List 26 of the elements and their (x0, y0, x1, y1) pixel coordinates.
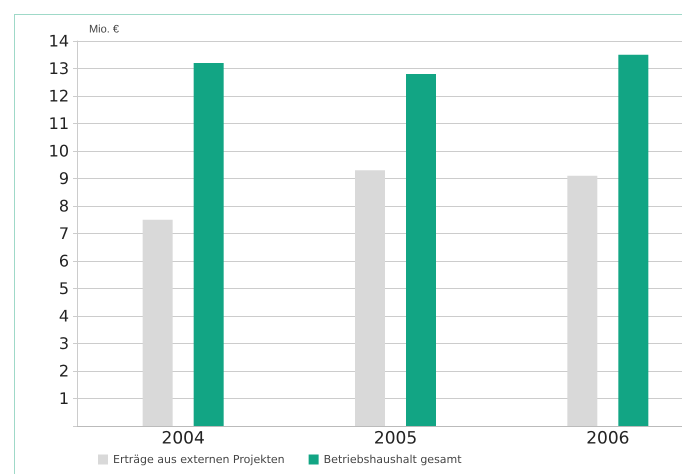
bar (618, 54, 648, 426)
bar (406, 74, 436, 426)
y-tick-label: 10 (48, 142, 69, 160)
bar (355, 170, 385, 426)
y-axis-title: Mio. € (89, 24, 119, 36)
y-tick-label: 6 (58, 252, 69, 270)
y-tick-label: 13 (48, 59, 69, 78)
y-tick-label: 2 (58, 362, 69, 380)
bar (567, 176, 598, 426)
bar (194, 63, 224, 426)
y-tick-label: 3 (58, 334, 69, 353)
x-tick-label: 2004 (162, 428, 205, 448)
y-tick-label: 8 (58, 196, 69, 216)
y-tick-label: 9 (58, 169, 69, 188)
y-tick-label: 12 (48, 86, 69, 106)
y-tick-label: 5 (58, 279, 69, 298)
y-tick-label: 1 (58, 389, 69, 408)
y-tick-label: 4 (58, 306, 69, 326)
x-tick-label: 2006 (586, 428, 630, 448)
legend-label: Erträge aus externen Projekten (113, 453, 285, 466)
y-tick-label: 11 (48, 114, 69, 133)
legend-label: Betriebshaushalt gesamt (324, 453, 462, 466)
x-tick-label: 2005 (374, 428, 418, 448)
y-tick-label: 14 (48, 32, 69, 50)
bar (142, 220, 173, 426)
y-tick-label: 7 (58, 224, 69, 243)
